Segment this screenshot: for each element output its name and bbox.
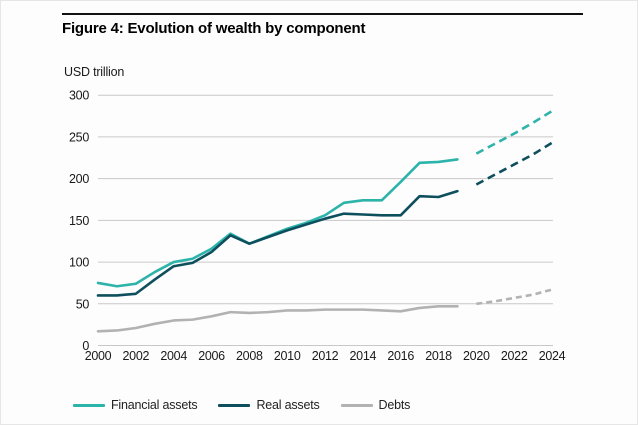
y-tick-label-150: 150	[69, 214, 89, 228]
x-tick-label-2010: 2010	[274, 349, 301, 363]
legend-swatch-debts	[340, 403, 373, 407]
x-tick-label-2012: 2012	[312, 349, 339, 363]
x-tick-label-2024: 2024	[539, 349, 566, 363]
y-tick-label-250: 250	[69, 130, 89, 144]
x-tick-label-2018: 2018	[425, 349, 452, 363]
figure-title: Figure 4: Evolution of wealth by compone…	[62, 20, 366, 37]
x-tick-label-2016: 2016	[387, 349, 414, 363]
x-tick-label-2022: 2022	[501, 349, 528, 363]
legend-swatch-financial-assets	[73, 403, 105, 407]
x-tick-label-2006: 2006	[198, 349, 225, 363]
gridlines	[98, 94, 553, 346]
legend-item-real-assets: Real assets	[218, 398, 320, 412]
x-tick-label-2004: 2004	[160, 349, 187, 363]
x-tick-label-2002: 2002	[123, 349, 150, 363]
legend-item-financial-assets: Financial assets	[73, 398, 198, 412]
y-axis-tick-labels: 0 50 100 150 200 250 300	[69, 89, 90, 353]
x-axis-tick-labels: 2000 2002 2004 2006 2008 2010 2012 2014 2016 2018…	[85, 349, 566, 363]
series-lines	[96, 109, 553, 333]
x-tick-label-2020: 2020	[463, 349, 490, 363]
y-tick-label-300: 300	[69, 89, 89, 103]
y-tick-label-50: 50	[76, 297, 90, 311]
financial-assets-forecast-line	[475, 109, 553, 155]
legend-label-debts: Debts	[378, 398, 411, 412]
x-tick-label-2014: 2014	[350, 349, 377, 363]
legend-item-debts: Debts	[340, 398, 411, 412]
legend-swatch-real-assets	[218, 403, 251, 407]
legend-label-real-assets: Real assets	[256, 398, 320, 412]
debts-line	[96, 304, 459, 333]
x-tick-label-2000: 2000	[85, 349, 112, 363]
title-rule	[62, 13, 583, 15]
y-axis-unit-label: USD trillion	[64, 65, 125, 79]
y-tick-label-200: 200	[69, 172, 89, 186]
legend: Financial assets Real assets Debts	[73, 397, 410, 413]
y-tick-label-100: 100	[69, 256, 89, 270]
debts-forecast-line	[476, 288, 553, 306]
real-assets-forecast-line	[475, 141, 553, 186]
x-tick-label-2008: 2008	[236, 349, 263, 363]
real-assets-line	[96, 189, 459, 297]
legend-label-financial-assets: Financial assets	[111, 398, 198, 412]
y-tick-label-0: 0	[82, 339, 89, 353]
